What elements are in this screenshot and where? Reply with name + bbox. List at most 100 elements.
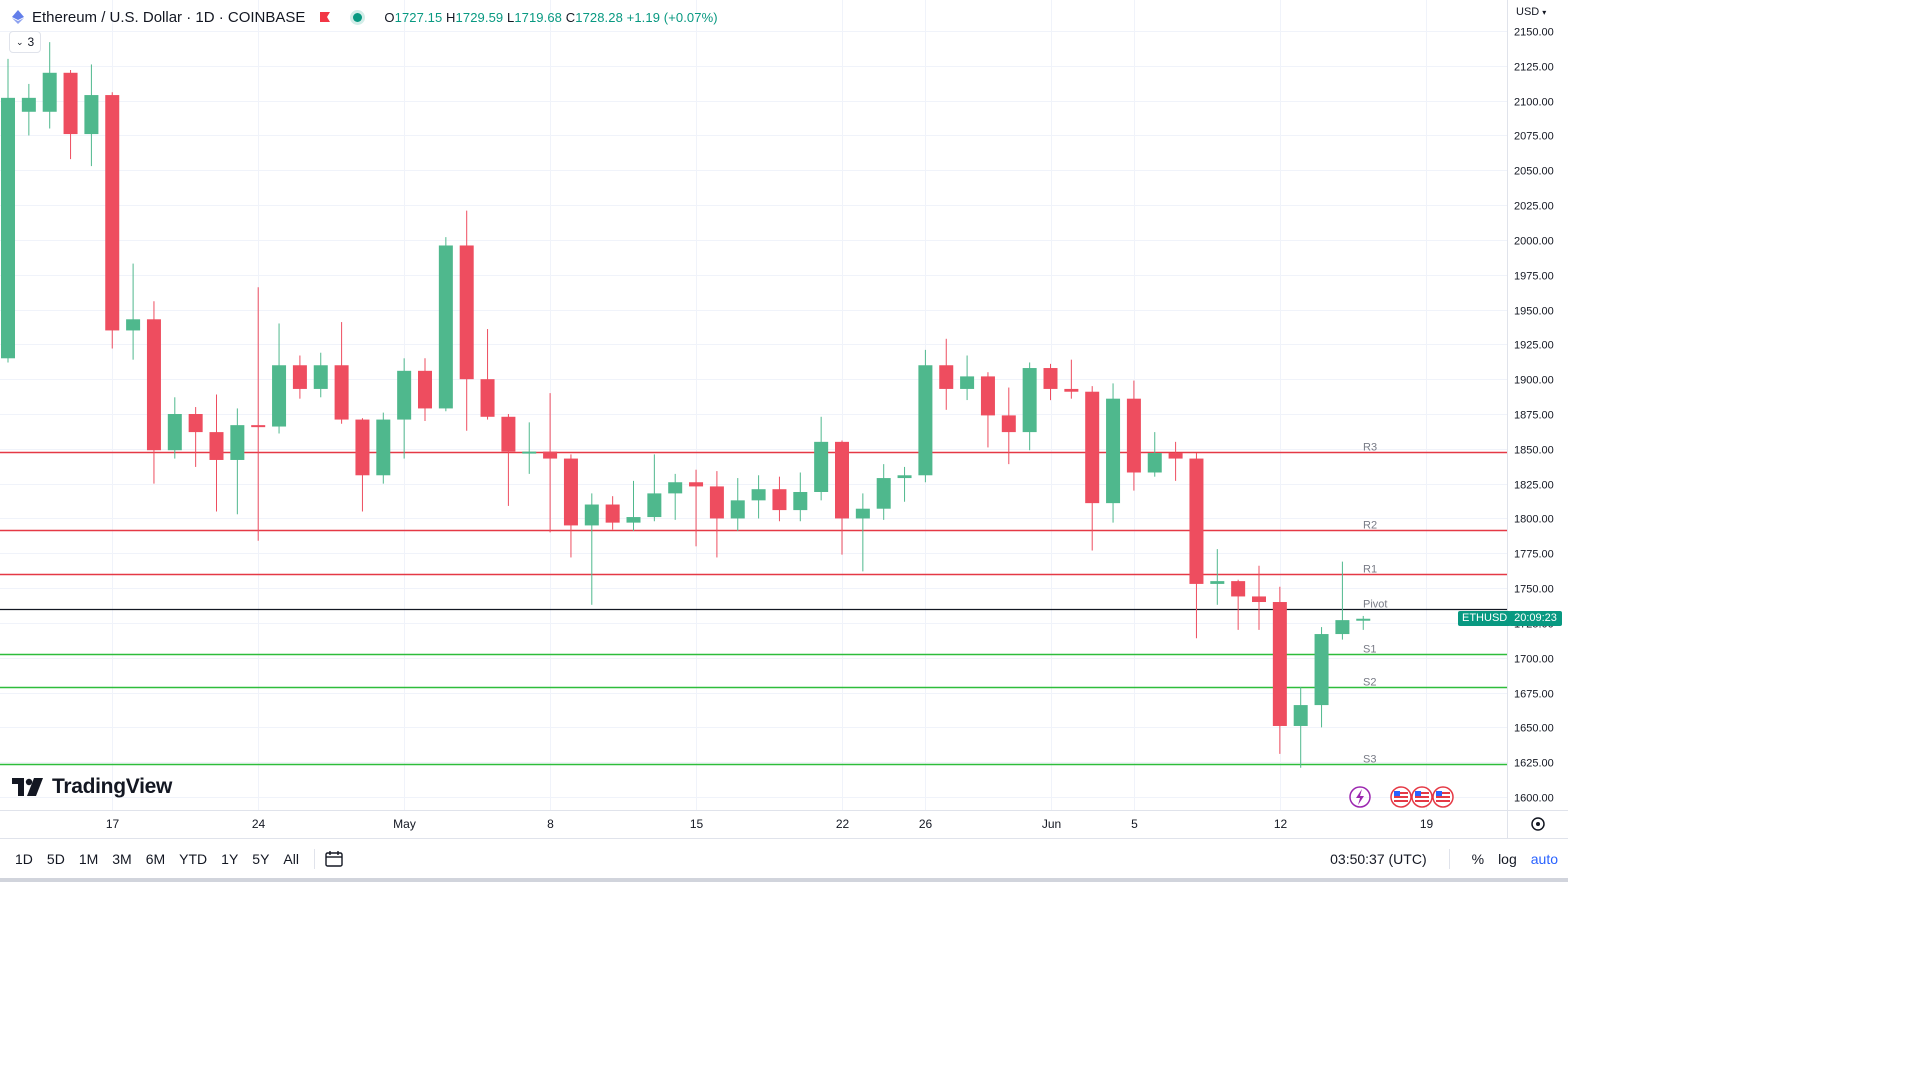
time-tick-label: 8 [547, 817, 554, 831]
candle-body [793, 491, 808, 511]
range-button-3m[interactable]: 3M [112, 851, 132, 867]
candle [480, 329, 495, 420]
horizontal-scrollbar[interactable] [0, 878, 1568, 882]
range-button-ytd[interactable]: YTD [179, 851, 208, 867]
candle-body [1293, 705, 1308, 726]
candle-body [209, 432, 224, 460]
candle-body [939, 365, 954, 389]
flag-icon[interactable] [319, 11, 331, 23]
candle [1189, 452, 1204, 639]
auto-toggle[interactable]: auto [1530, 851, 1558, 867]
right-tools: 03:50:37 (UTC) % log auto [1330, 839, 1558, 879]
us-flag-icon[interactable] [1432, 786, 1454, 808]
candle [960, 355, 975, 401]
range-button-5y[interactable]: 5Y [252, 851, 270, 867]
candle [563, 454, 578, 558]
candle-body [918, 365, 933, 476]
candle-body [1189, 458, 1204, 584]
pivot-levels: R3 R2 R1 Pivot S1 S2 S3 [0, 442, 1507, 766]
candle-body [1022, 368, 1037, 433]
candle-body [689, 482, 704, 487]
candle-body [584, 504, 599, 526]
close-value: 1728.28 [575, 9, 623, 25]
candle-body [84, 95, 99, 135]
price-tick-label: 1800.00 [1514, 514, 1554, 526]
candle [814, 416, 829, 501]
time-tick-label: 5 [1131, 817, 1138, 831]
candle [939, 338, 954, 410]
high-label: H [446, 9, 456, 25]
candle-body [334, 365, 349, 420]
candle [1231, 579, 1246, 630]
time-tick-label: 26 [919, 817, 933, 831]
candle-body [626, 517, 641, 523]
open-label: O [384, 9, 395, 25]
range-button-all[interactable]: All [283, 851, 299, 867]
candle [1293, 686, 1308, 768]
price-tick-label: 2100.00 [1514, 97, 1554, 109]
candle-body [459, 245, 474, 380]
range-button-6m[interactable]: 6M [145, 851, 166, 867]
market-status-icon[interactable] [353, 12, 363, 22]
candle-body [730, 500, 745, 519]
candle-body [167, 414, 182, 451]
candle-body [418, 370, 432, 409]
candle-body [709, 486, 724, 519]
chevron-down-icon: ⌄ [16, 36, 24, 47]
candle-body [1314, 634, 1329, 706]
candle-body [397, 370, 412, 420]
candle-body [563, 458, 578, 526]
time-tick-label: 15 [690, 817, 704, 831]
indicator-count: 3 [27, 35, 35, 49]
tradingview-logo[interactable]: TradingView [12, 775, 172, 799]
candle-body [605, 504, 620, 523]
candle [980, 372, 995, 448]
time-tick-label: 12 [1274, 817, 1288, 831]
time-axis[interactable]: 17 24 May 8 15 22 26 Jun 5 12 19 [106, 817, 1434, 831]
candle [1147, 432, 1162, 477]
price-tick-label: 2125.00 [1514, 62, 1554, 74]
candle-body [1001, 415, 1016, 433]
candle [709, 471, 724, 558]
candle-body [438, 245, 453, 409]
candle-body [146, 319, 161, 451]
range-button-1y[interactable]: 1Y [221, 851, 239, 867]
range-button-1m[interactable]: 1M [78, 851, 99, 867]
candle [397, 358, 412, 459]
candle-body [63, 72, 78, 135]
settings-gear-icon[interactable] [1531, 817, 1545, 831]
candle-body [188, 414, 203, 433]
candle [63, 69, 78, 160]
candlestick-chart[interactable]: R3 R2 R1 Pivot S1 S2 S3 1600.00 1625.00 1650.00 1… [0, 0, 1568, 838]
candle [751, 475, 766, 519]
range-button-1d[interactable]: 1D [15, 851, 33, 867]
range-button-5d[interactable]: 5D [46, 851, 65, 867]
candle [1210, 549, 1225, 605]
candle [42, 42, 57, 129]
log-toggle[interactable]: log [1498, 851, 1517, 867]
candle-body [272, 365, 287, 427]
candle [84, 64, 99, 167]
candle-body [897, 475, 912, 479]
calendar-range-icon[interactable] [323, 849, 345, 869]
lightning-icon[interactable] [1349, 786, 1371, 808]
us-flag-icon[interactable] [1411, 786, 1433, 808]
candle [543, 393, 558, 533]
candle [793, 472, 808, 522]
price-axis[interactable]: 1600.001625.001650.001675.001700.001725.… [1514, 27, 1554, 805]
candle-body [751, 489, 766, 501]
chevron-down-icon: ▾ [1542, 8, 1547, 17]
percent-toggle[interactable]: % [1471, 851, 1485, 867]
candle-body [835, 441, 849, 519]
indicators-toggle-button[interactable]: ⌄ 3 [9, 31, 42, 53]
us-flag-icon[interactable] [1390, 786, 1412, 808]
candle [897, 466, 912, 502]
candle [1168, 441, 1183, 481]
candle [292, 355, 307, 399]
symbol-title[interactable]: Ethereum / U.S. Dollar · 1D · COINBASE [32, 8, 306, 26]
candle [355, 418, 370, 512]
candle [209, 394, 224, 512]
currency-selector[interactable]: USD ▾ [1516, 6, 1546, 18]
candle [584, 493, 599, 605]
utc-clock[interactable]: 03:50:37 (UTC) [1330, 851, 1427, 867]
